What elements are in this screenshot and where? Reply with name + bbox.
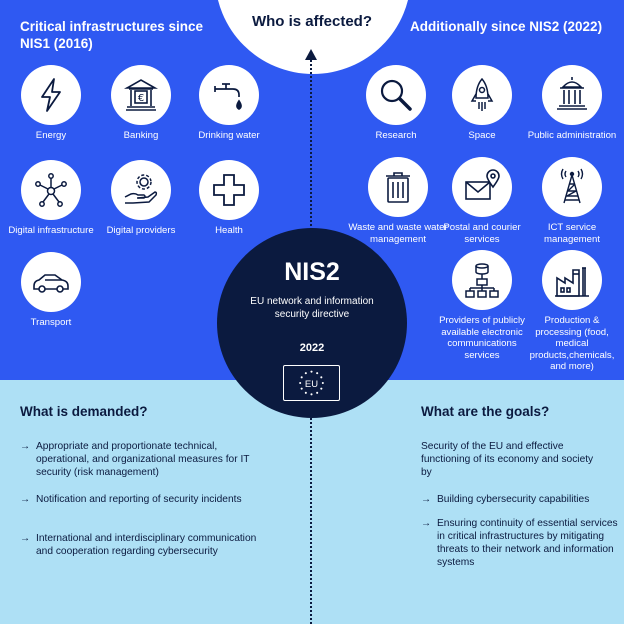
sector-digital-providers: Digital providers (91, 160, 191, 237)
government-building-icon (542, 65, 602, 125)
envelope-pin-icon (452, 157, 512, 217)
nis1-section-title: Critical infrastructures since NIS1 (201… (20, 19, 204, 51)
network-diagram-icon (452, 250, 512, 310)
sector-label: Research (375, 130, 417, 141)
divider-line-top (310, 60, 312, 230)
trash-can-icon (368, 157, 428, 217)
arrow-up-icon (305, 49, 317, 60)
sector-public-administration: Public administration (522, 65, 622, 142)
arrow-right-icon: → (20, 533, 31, 544)
radio-tower-icon (542, 157, 602, 217)
rocket-icon (452, 65, 512, 125)
goals-item: → Ensuring continuity of essential servi… (421, 517, 621, 569)
medical-cross-icon (199, 160, 259, 220)
goals-title: What are the goals? (421, 404, 550, 419)
sector-label: Digital providers (106, 225, 176, 236)
sector-ict-service-management: ICT service management (522, 157, 622, 245)
goals-item-text: Ensuring continuity of essential service… (437, 518, 618, 568)
sector-label: Providers of publicly available electron… (439, 315, 525, 361)
magnifier-icon (366, 65, 426, 125)
demanded-item: → International and interdisciplinary co… (20, 532, 265, 558)
sector-label: Postal and courier services (443, 222, 521, 245)
demanded-item-text: Notification and reporting of security i… (36, 494, 242, 505)
sector-transport: Transport (1, 252, 101, 329)
arrow-right-icon: → (421, 494, 432, 505)
sector-banking: € Banking (91, 65, 191, 142)
demanded-item: → Appropriate and proportionate technica… (20, 440, 265, 479)
sector-digital-infrastructure: Digital infrastructure (1, 160, 101, 237)
demanded-item-text: International and interdisciplinary comm… (36, 533, 257, 557)
sector-label: Space (468, 130, 496, 141)
nis2-title: NIS2 (284, 258, 340, 286)
car-icon (21, 252, 81, 312)
sector-waste-management: Waste and waste water management (346, 157, 450, 245)
sector-space: Space (432, 65, 532, 142)
demanded-title: What is demanded? (20, 404, 148, 419)
svg-text:€: € (138, 93, 144, 104)
water-tap-icon (199, 65, 259, 125)
eu-flag-text: EU (305, 379, 318, 390)
sector-drinking-water: Drinking water (179, 65, 279, 142)
sector-label: Digital infrastructure (8, 225, 94, 236)
sector-label: Banking (123, 130, 159, 141)
who-affected-title: Who is affected? (251, 13, 372, 30)
sector-production-processing: Production & processing (food, medical p… (522, 250, 622, 373)
nis2-year: 2022 (299, 342, 325, 354)
network-hub-icon (21, 160, 81, 220)
sector-label: Production & processing (food, medical p… (529, 315, 615, 372)
goals-item-text: Building cybersecurity capabilities (437, 494, 590, 505)
goals-item: → Building cybersecurity capabilities (421, 493, 616, 506)
arrow-right-icon: → (421, 518, 432, 529)
sector-health: Health (179, 160, 279, 237)
eu-flag-icon: EU (283, 365, 340, 401)
divider-line-bottom (310, 418, 312, 624)
bottom-section-background (0, 380, 624, 624)
arrow-right-icon: → (20, 441, 31, 452)
nis2-section-title: Additionally since NIS2 (2022) (410, 19, 603, 34)
sector-label: Drinking water (198, 130, 260, 141)
bank-icon: € (111, 65, 171, 125)
sector-label: ICT service management (544, 222, 600, 245)
sector-label: Energy (35, 130, 67, 141)
nis2-center-circle: NIS2 EU network and information security… (217, 228, 407, 418)
factory-icon (542, 250, 602, 310)
demanded-item-text: Appropriate and proportionate technical,… (36, 441, 250, 478)
sector-label: Transport (30, 317, 72, 328)
sector-electronic-communications: Providers of publicly available electron… (432, 250, 532, 361)
sector-label: Health (215, 225, 243, 236)
lightning-icon (21, 65, 81, 125)
nis2-subtitle: EU network and information security dire… (250, 296, 374, 320)
hand-gear-icon (111, 160, 171, 220)
demanded-item: → Notification and reporting of security… (20, 493, 265, 506)
sector-postal-courier: Postal and courier services (432, 157, 532, 245)
sector-research: Research (346, 65, 446, 142)
sector-label: Waste and waste water management (348, 222, 448, 245)
goals-intro: Security of the EU and effective functio… (421, 441, 594, 478)
arrow-right-icon: → (20, 494, 31, 505)
sector-energy: Energy (1, 65, 101, 142)
sector-label: Public administration (527, 130, 617, 141)
